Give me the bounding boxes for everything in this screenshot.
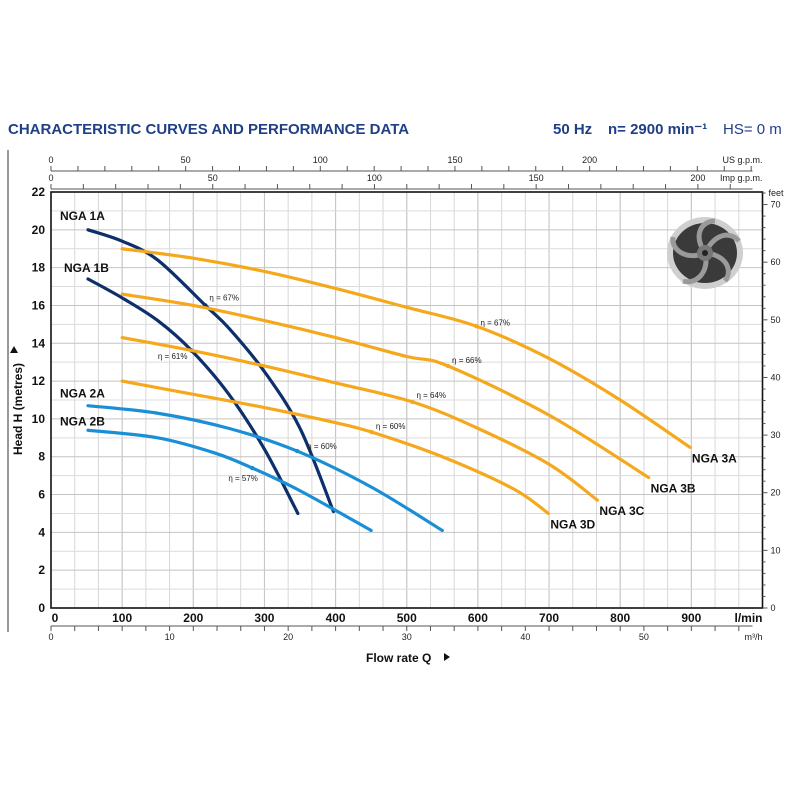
y-tick-label: 0 [38,601,45,615]
us-gpm-axis-tick-label: 150 [447,155,462,165]
y-axis-label: Head H (metres) [11,363,25,455]
series-label: NGA 3B [651,482,696,496]
y-tick-label: 16 [32,298,46,312]
efficiency-label: η = 66% [452,356,482,365]
y-tick-label: 14 [32,336,46,350]
y-tick-label: 22 [32,185,46,199]
series-label: NGA 3D [550,517,595,531]
curves: NGA 1A η = 67% NGA 1B η = 61% NGA 2A η = 60% N… [60,209,737,533]
feet-tick-label: 30 [771,430,781,440]
x-tick-label: 700 [539,611,559,625]
efficiency-point [369,429,375,435]
grid [51,192,763,608]
imp-gpm-axis-unit: Imp g.p.m. [720,173,763,183]
curve-nga-3c [120,336,600,502]
imp-gpm-axis-tick-label: 200 [690,173,705,183]
curve-nga-3a [120,247,692,449]
x-arrow-icon [444,653,450,661]
m3h-axis-tick-label: 20 [283,632,293,642]
feet-tick-label: 10 [771,545,781,555]
curve-nga-3b [120,292,651,480]
m3h-axis-tick-label: 30 [402,632,412,642]
m3h-axis-tick-label: 10 [165,632,175,642]
efficiency-label: η = 67% [480,318,510,327]
feet-tick-label: 60 [771,257,781,267]
us-gpm-axis-tick-label: 50 [181,155,191,165]
curve-nga-2a [86,404,444,533]
m3h-axis-tick-label: 40 [520,632,530,642]
y-tick-label: 12 [32,374,46,388]
efficiency-point [410,399,415,405]
x-tick-label: 300 [254,611,274,625]
chart-title: CHARACTERISTIC CURVES AND PERFORMANCE DA… [8,121,409,138]
series-label: NGA 2B [60,414,105,428]
feet-tick-label: 70 [771,200,781,210]
efficiency-label: η = 57% [228,474,258,483]
series-label: NGA 1A [60,209,105,223]
x-tick-label: 400 [326,611,346,625]
x-tick-label: 900 [681,611,701,625]
x-tick-label: 600 [468,611,488,625]
x-tick-label: 500 [397,611,417,625]
efficiency-point [474,324,479,329]
y-tick-label: 20 [32,223,46,237]
imp-gpm-axis-tick-label: 100 [367,173,382,183]
efficiency-label: η = 67% [209,293,239,302]
x-unit-label: l/min [734,611,762,625]
m3h-axis-tick-label: 50 [639,632,649,642]
y-tick-label: 10 [32,412,46,426]
feet-unit: feet [769,188,785,198]
series-label: NGA 1B [64,261,109,275]
x-axis-label: Flow rate Q [366,651,431,665]
plot-frame [50,191,764,609]
curve-nga-3d [120,379,550,516]
us-gpm-axis-tick-label: 200 [582,155,597,165]
x-tick-label: 0 [52,611,59,625]
efficiency-label: η = 64% [416,391,446,400]
x-tick-label: 100 [112,611,132,625]
y-tick-label: 18 [32,261,46,275]
y-tick-label: 2 [38,563,45,577]
efficiency-point [294,448,300,454]
imp-gpm-axis-tick-label: 150 [529,173,544,183]
feet-tick-label: 50 [771,315,781,325]
m3h-axis-tick-label: 0 [48,632,53,642]
feet-tick-label: 0 [771,603,776,613]
imp-gpm-axis-tick-label: 0 [48,173,53,183]
speed: n= 2900 min⁻¹ [608,121,707,138]
y-tick-label: 8 [38,450,45,464]
y-tick-label: 4 [38,525,45,539]
efficiency-label: η = 61% [158,352,188,361]
us-gpm-axis-tick-label: 0 [48,155,53,165]
y-arrow-icon [10,346,18,353]
suction-height: HS= 0 m [723,121,782,138]
y-tick-label: 6 [38,488,45,502]
x-tick-label: 200 [183,611,203,625]
us-gpm-axis-unit: US g.p.m. [722,155,762,165]
curve-nga-2b [86,428,373,533]
curve-nga-1a [86,228,336,514]
efficiency-point [445,363,451,369]
efficiency-label: η = 60% [307,442,337,451]
series-label: NGA 2A [60,387,105,401]
us-gpm-axis-tick-label: 100 [313,155,328,165]
efficiency-point [250,465,255,471]
x-tick-label: 800 [610,611,630,625]
frequency: 50 Hz [553,121,592,138]
feet-tick-label: 20 [771,488,781,498]
series-label: NGA 3A [692,451,737,465]
imp-gpm-axis-tick-label: 50 [208,173,218,183]
efficiency-label: η = 60% [376,422,406,431]
feet-tick-label: 40 [771,372,781,382]
impeller-image [667,217,743,289]
series-label: NGA 3C [599,504,644,518]
m3h-axis-unit: m³/h [745,632,763,642]
